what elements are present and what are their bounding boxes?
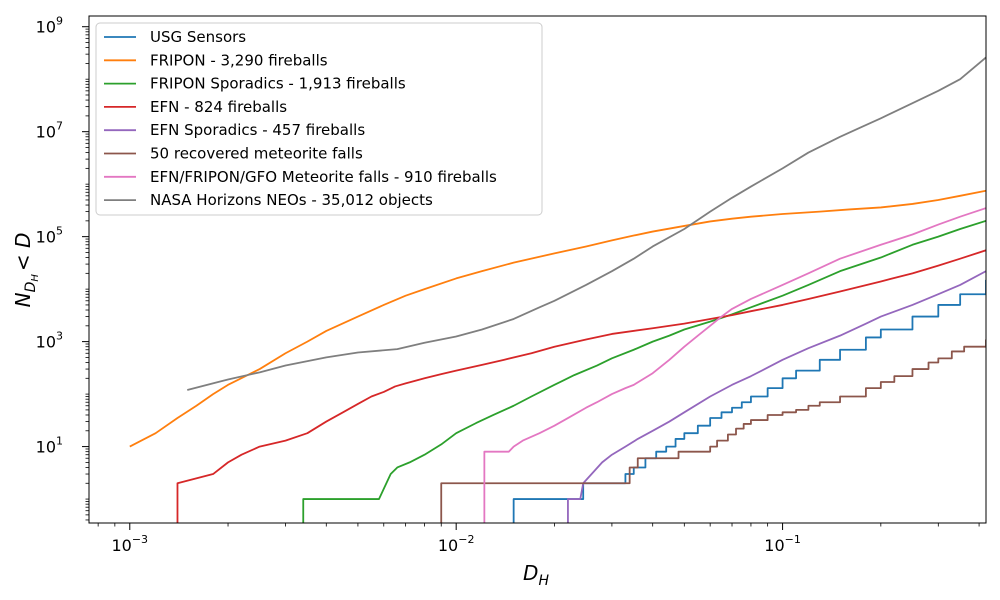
x-tick-label: 10−3 [111, 533, 148, 555]
y-axis-label: NDH < D [11, 233, 41, 308]
legend-label-nasa-horizons-neos-35-012-objects: NASA Horizons NEOs - 35,012 objects [150, 191, 433, 209]
series-line-efn-sporadics-457-fireballs [567, 270, 986, 523]
y-tick-label: 105 [36, 225, 63, 247]
y-axis-label-rest: < D [11, 233, 35, 272]
series-line-efn-824-fireballs [176, 249, 986, 523]
legend-label-efn-824-fireballs: EFN - 824 fireballs [150, 98, 287, 116]
y-tick-label: 103 [36, 330, 63, 352]
x-axis-label-sub: H [538, 573, 549, 589]
legend-label-efn-sporadics-457-fireballs: EFN Sporadics - 457 fireballs [150, 121, 365, 139]
y-axis: 101 103 105 107 109 [36, 15, 89, 521]
x-axis-label-main: D [523, 561, 538, 585]
legend-label-fripon-sporadics-1-913-fireballs: FRIPON Sporadics - 1,913 fireballs [150, 75, 406, 93]
y-tick-label: 109 [36, 15, 63, 37]
y-tick-label: 101 [36, 435, 63, 457]
series-layer [129, 56, 986, 523]
legend: USG Sensors FRIPON - 3,290 fireballs FRIPO… [95, 22, 543, 216]
legend-label-fripon-3-290-fireballs: FRIPON - 3,290 fireballs [150, 51, 328, 69]
y-axis-label-subsub: H [30, 274, 41, 282]
x-axis-label: DH [523, 561, 549, 589]
x-tick-label: 10−2 [438, 533, 475, 555]
plot-frame [88, 15, 987, 524]
series-line-50-recovered-meteorite-falls [440, 339, 986, 523]
legend-label-50-recovered-meteorite-falls: 50 recovered meteorite falls [150, 145, 363, 163]
legend-label-efn-fripon-gfo-meteorite-falls-910-fireballs: EFN/FRIPON/GFO Meteorite falls - 910 fir… [150, 168, 497, 186]
legend-label-usg-sensors: USG Sensors [150, 28, 246, 46]
series-line-efn-fripon-gfo-meteorite-falls-910-fireballs [483, 207, 986, 523]
x-axis: 10−3 10−2 10−1 [97, 523, 980, 555]
series-line-fripon-3-290-fireballs [129, 189, 986, 448]
series-line-nasa-horizons-neos-35-012-objects [187, 56, 986, 391]
legend-box [95, 22, 543, 216]
y-tick-label: 107 [36, 120, 63, 142]
x-tick-label: 10−1 [764, 533, 801, 555]
y-axis-label-main: N [11, 292, 35, 307]
y-axis-label-sub: D [23, 281, 39, 292]
series-line-fripon-sporadics-1-913-fireballs [302, 219, 986, 523]
series-line-usg-sensors [512, 279, 986, 523]
